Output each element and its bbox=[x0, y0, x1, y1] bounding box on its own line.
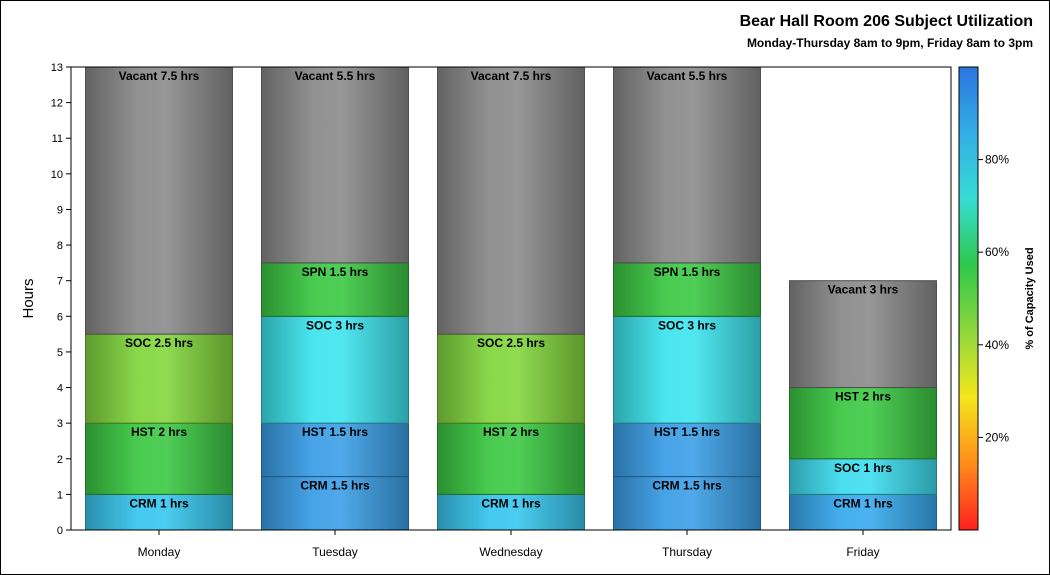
bar-segment-crm bbox=[613, 476, 761, 531]
bar-segment-spn bbox=[613, 262, 761, 317]
y-tick-label: 3 bbox=[57, 418, 63, 430]
bar-segment-label: Vacant 3 hrs bbox=[828, 283, 899, 297]
x-tick-label: Tuesday bbox=[312, 545, 358, 559]
y-tick-label: 0 bbox=[57, 525, 63, 537]
bar-segment-soc bbox=[613, 315, 761, 424]
bars-group: CRM 1 hrs HST 2 hrs SOC 2.5 hrs Vacant 7.5 … bbox=[85, 66, 937, 531]
y-axis-label: Hours bbox=[20, 278, 37, 318]
bar-segment-soc bbox=[789, 458, 937, 495]
bar-segment-hst bbox=[789, 387, 937, 460]
bar-segment-label: Vacant 5.5 hrs bbox=[295, 69, 376, 83]
colorbar-tick-label: 40% bbox=[985, 338, 1009, 352]
y-tick-label: 13 bbox=[51, 62, 63, 74]
bar-segment-label: CRM 1.5 hrs bbox=[652, 479, 722, 493]
bar-segment-label: CRM 1.5 hrs bbox=[300, 479, 370, 493]
bar-segment-label: SOC 3 hrs bbox=[306, 318, 364, 332]
bar-segment-label: SPN 1.5 hrs bbox=[302, 265, 369, 279]
chart-subtitle: Monday-Thursday 8am to 9pm, Friday 8am t… bbox=[746, 36, 1033, 50]
x-tick-label: Thursday bbox=[662, 545, 712, 559]
axes-group: Monday Tuesday Wednesday Thursday Friday0123… bbox=[20, 62, 952, 559]
bar-segment-hst bbox=[85, 422, 233, 495]
colorbar-tick-label: 60% bbox=[985, 245, 1009, 259]
bar-segment-label: SOC 2.5 hrs bbox=[125, 336, 193, 350]
y-tick-label: 11 bbox=[52, 133, 63, 145]
x-tick-label: Wednesday bbox=[479, 545, 542, 559]
colorbar-tick-label: 20% bbox=[985, 430, 1009, 444]
bar-segment-vacant bbox=[613, 66, 761, 264]
colorbar-group: 20% 40% 60% 80% % of Capacity Used bbox=[958, 66, 1036, 531]
y-tick-label: 4 bbox=[57, 383, 63, 395]
bar-segment-label: SPN 1.5 hrs bbox=[654, 265, 721, 279]
y-tick-label: 6 bbox=[57, 311, 63, 323]
y-tick-label: 7 bbox=[57, 276, 63, 288]
y-tick-label: 8 bbox=[57, 240, 63, 252]
bar-segment-label: SOC 2.5 hrs bbox=[477, 336, 545, 350]
bar-segment-label: HST 2 hrs bbox=[131, 425, 187, 439]
bar-segment-label: Vacant 5.5 hrs bbox=[647, 69, 728, 83]
bar-segment-label: SOC 1 hrs bbox=[834, 461, 892, 475]
bar-segment-label: HST 1.5 hrs bbox=[654, 425, 720, 439]
bar-segment-label: SOC 3 hrs bbox=[658, 318, 716, 332]
y-tick-label: 9 bbox=[57, 204, 63, 216]
colorbar-tick-label: 80% bbox=[985, 153, 1009, 167]
bar-segment-label: Vacant 7.5 hrs bbox=[119, 69, 200, 83]
bar-segment-label: CRM 1 hrs bbox=[833, 496, 893, 510]
bar-segment-vacant bbox=[261, 66, 409, 264]
y-tick-label: 2 bbox=[57, 454, 63, 466]
bar-segment-label: HST 2 hrs bbox=[483, 425, 539, 439]
bar-segment-crm bbox=[85, 493, 233, 531]
y-tick-label: 12 bbox=[51, 98, 63, 110]
bar-segment-label: CRM 1 hrs bbox=[129, 496, 189, 510]
y-tick-label: 1 bbox=[57, 489, 63, 501]
bar-segment-vacant bbox=[789, 280, 937, 389]
chart-title: Bear Hall Room 206 Subject Utilization bbox=[739, 13, 1033, 30]
x-tick-label: Monday bbox=[138, 545, 181, 559]
bar-segment-label: CRM 1 hrs bbox=[481, 496, 541, 510]
colorbar-label: % of Capacity Used bbox=[1024, 247, 1036, 349]
bar-segment-soc bbox=[261, 315, 409, 424]
bar-segment-label: Vacant 7.5 hrs bbox=[471, 69, 552, 83]
x-tick-label: Friday bbox=[846, 545, 879, 559]
bar-segment-hst bbox=[437, 422, 585, 495]
bar-segment-vacant bbox=[85, 66, 233, 335]
bar-segment-vacant bbox=[437, 66, 585, 335]
bar-segment-soc bbox=[85, 333, 233, 424]
colorbar-gradient bbox=[958, 66, 979, 531]
bar-segment-label: HST 1.5 hrs bbox=[302, 425, 368, 439]
bar-segment-crm bbox=[789, 493, 937, 531]
y-tick-label: 5 bbox=[57, 347, 63, 359]
bar-segment-soc bbox=[437, 333, 585, 424]
y-tick-label: 10 bbox=[51, 169, 63, 181]
bar-segment-label: HST 2 hrs bbox=[835, 390, 891, 404]
